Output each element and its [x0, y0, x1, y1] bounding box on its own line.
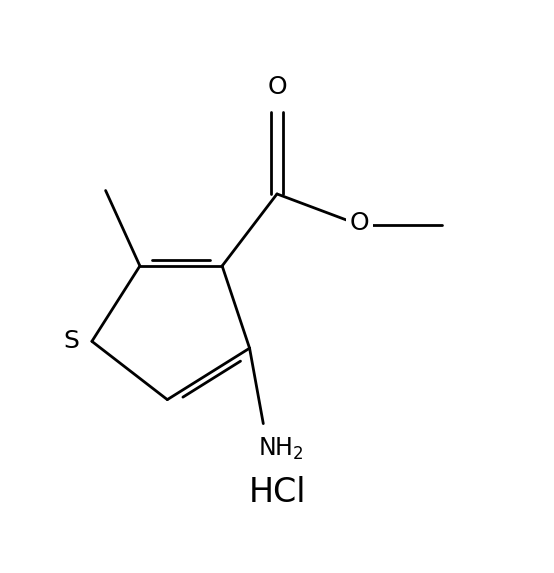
- Text: S: S: [64, 329, 80, 354]
- Text: HCl: HCl: [248, 476, 306, 509]
- Text: NH$_2$: NH$_2$: [258, 436, 303, 462]
- Text: O: O: [350, 211, 369, 235]
- Text: O: O: [267, 75, 287, 99]
